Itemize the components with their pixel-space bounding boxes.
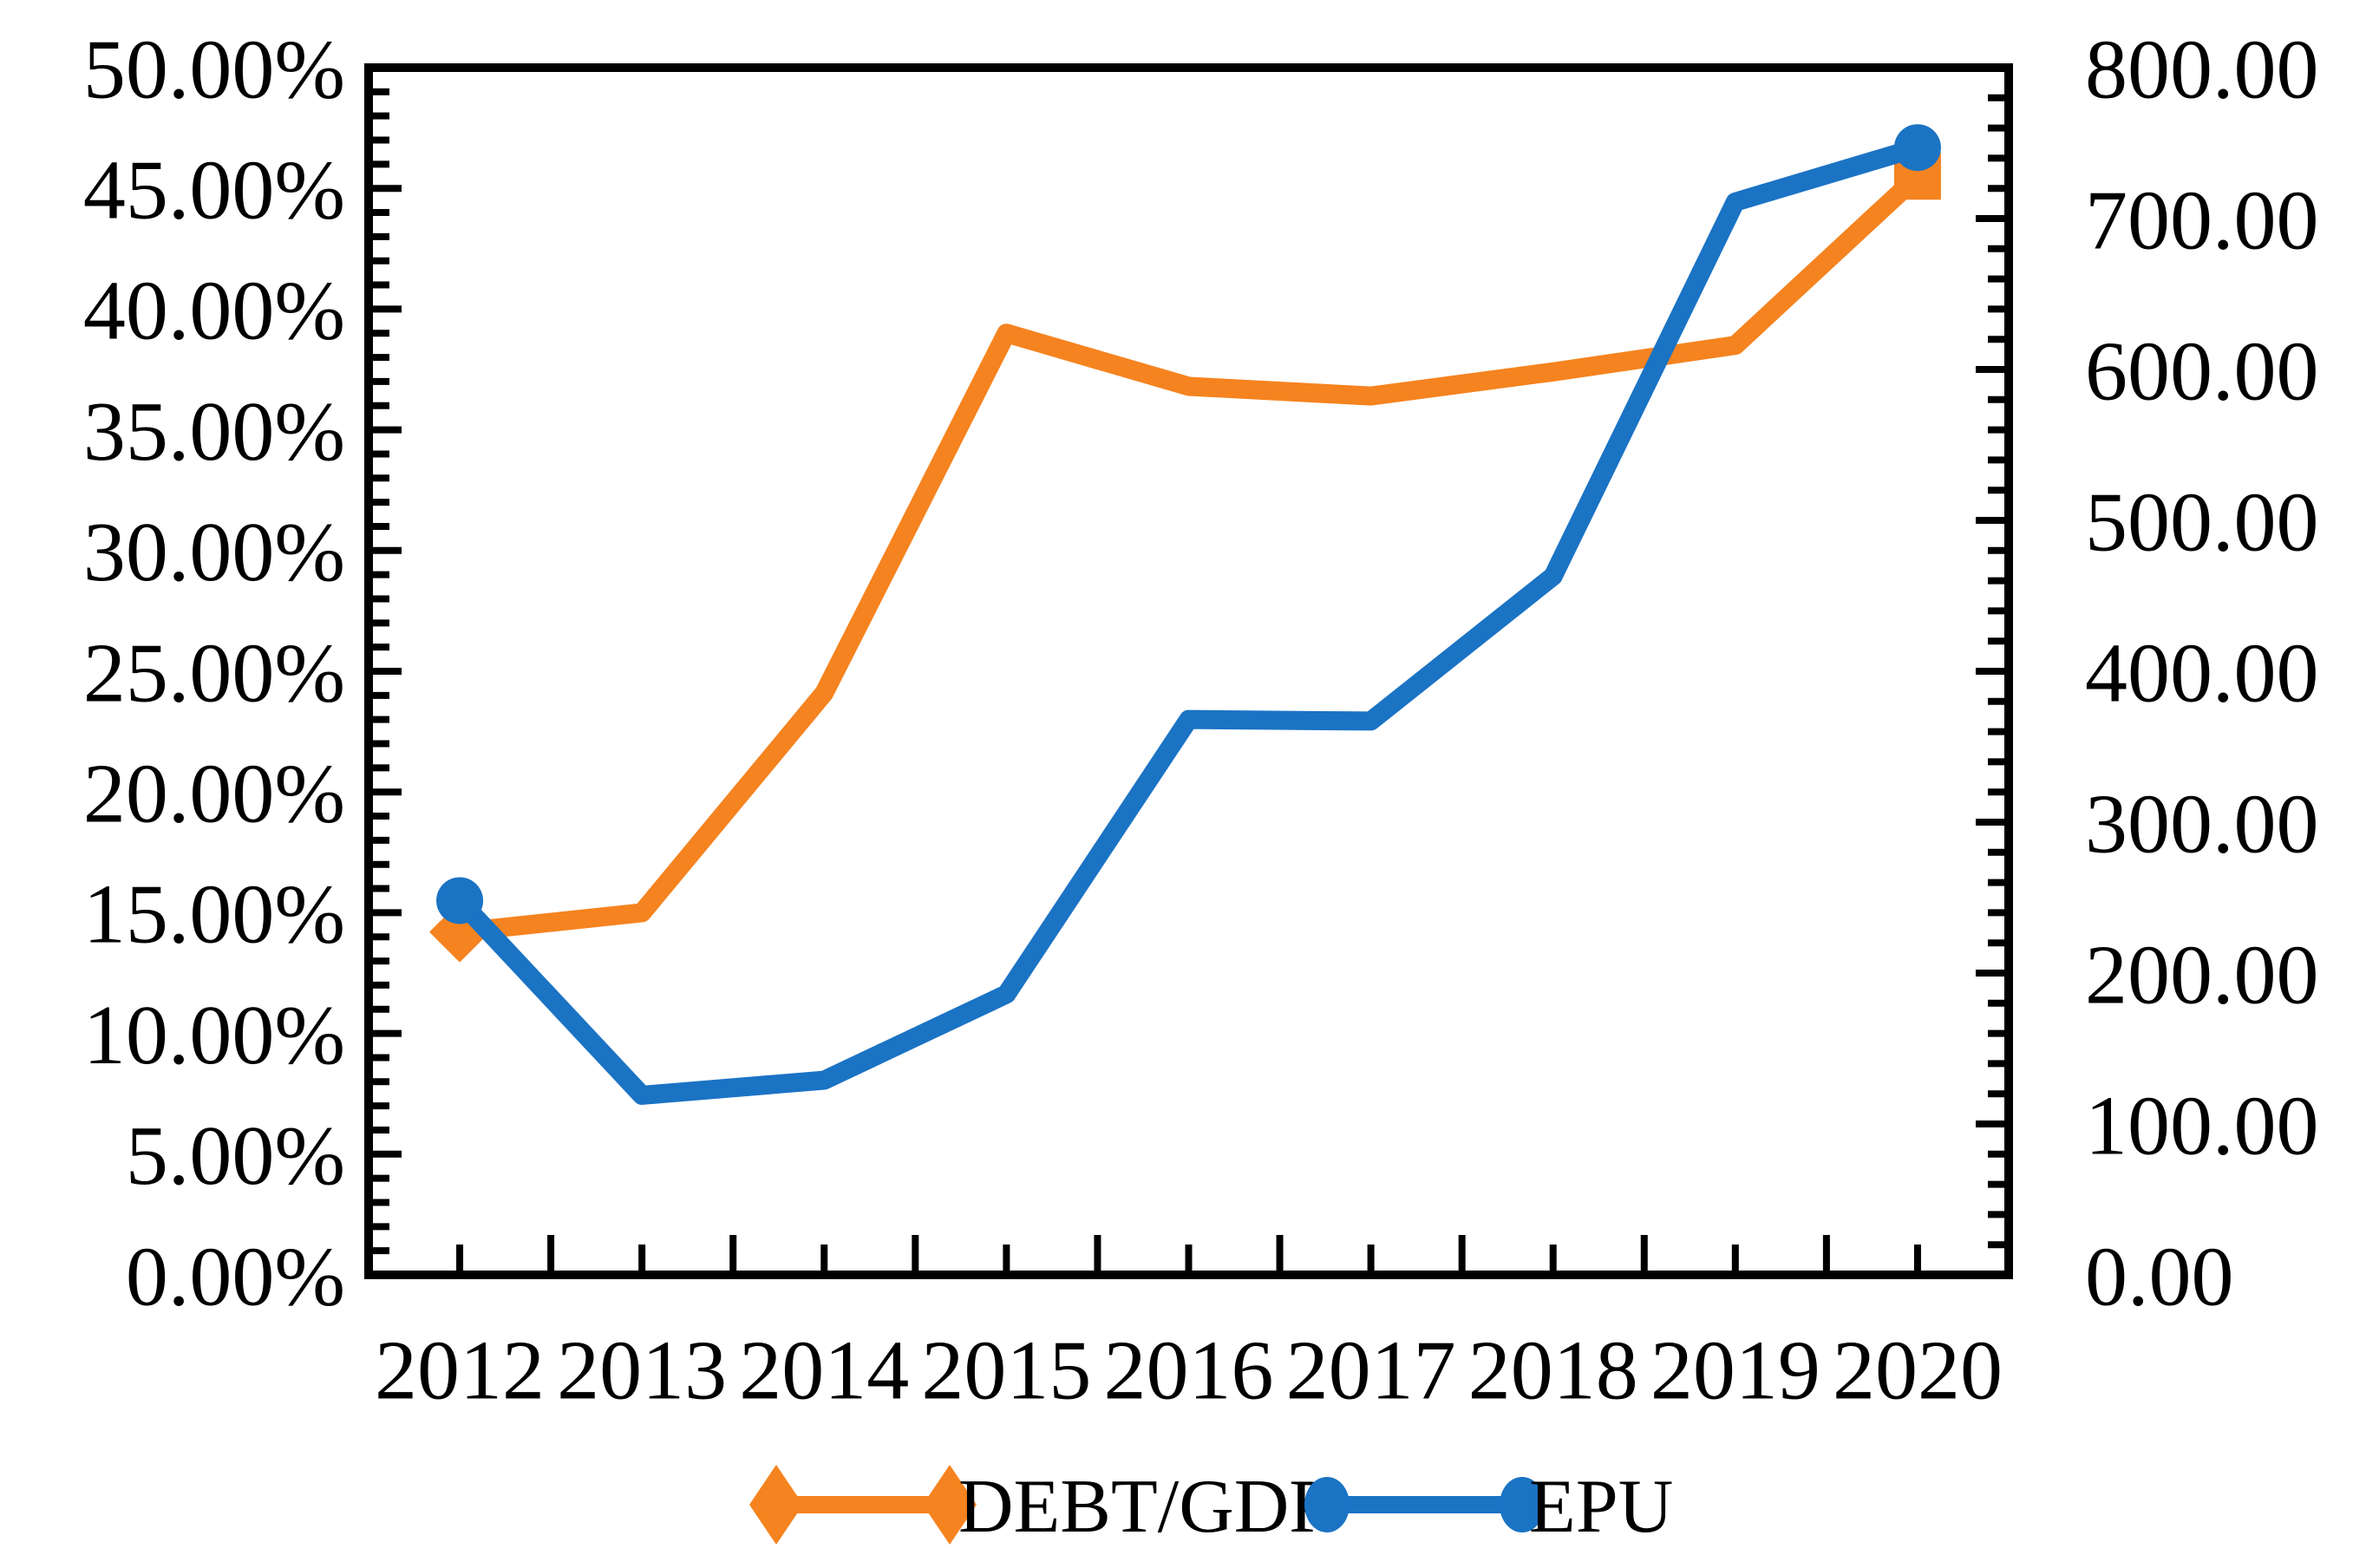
left-axis-tick-label: 0.00% [126, 1230, 345, 1323]
epu-last-point-marker [1893, 124, 1941, 172]
epu-series-line [450, 138, 1927, 1105]
right-axis-tick-label: 100.00 [2085, 1079, 2319, 1173]
x-axis-label: 2014 [739, 1323, 909, 1417]
right-axis-tick-label: 300.00 [2085, 777, 2319, 871]
legend-diamond-marker-icon [749, 1465, 803, 1545]
right-axis-tick-label: 200.00 [2085, 928, 2319, 1022]
left-axis-tick-label: 15.00% [83, 868, 345, 962]
x-axis-label: 2019 [1650, 1323, 1820, 1417]
right-axis-tick-label: 400.00 [2085, 626, 2319, 720]
left-axis-tick-label: 50.00% [83, 23, 345, 116]
left-axis-tick-label: 10.00% [83, 989, 345, 1082]
legend: DEBT/GDP EPU [749, 1465, 1673, 1549]
left-axis-tick-label: 20.00% [83, 748, 345, 841]
right-axis-tick-label: 500.00 [2085, 475, 2319, 569]
debt-gdp-series-line [450, 167, 1927, 942]
left-axis-tick-label: 45.00% [83, 144, 345, 238]
left-axis-tick-label: 30.00% [83, 506, 345, 599]
plot-border [364, 63, 2013, 1279]
right-axis-tick-label: 600.00 [2085, 324, 2319, 418]
legend-circle-marker-icon [1500, 1477, 1545, 1532]
legend-circle-marker-icon [1304, 1477, 1350, 1532]
legend-label-debt-gdp: DEBT/GDP [958, 1465, 1331, 1549]
left-axis-tick-label: 25.00% [83, 626, 345, 720]
x-axis-label: 2017 [1286, 1323, 1456, 1417]
x-axis-label: 2015 [921, 1323, 1091, 1417]
x-axis-label: 2020 [1833, 1323, 2003, 1417]
left-axis-tick-label: 35.00% [83, 385, 345, 479]
right-axis-tick-label: 700.00 [2085, 173, 2319, 267]
legend-label-epu: EPU [1529, 1465, 1673, 1549]
legend-diamond-marker-icon [923, 1465, 977, 1545]
left-axis-tick-label: 40.00% [83, 265, 345, 358]
right-axis-tick-label: 800.00 [2085, 23, 2319, 116]
right-axis-tick-label: 0.00 [2085, 1230, 2234, 1323]
x-axis-label: 2018 [1468, 1323, 1638, 1417]
left-axis-tick-label: 5.00% [126, 1109, 345, 1203]
x-axis-label: 2012 [375, 1323, 545, 1417]
x-axis-label: 2013 [557, 1323, 727, 1417]
epu-first-point-marker [436, 877, 484, 924]
x-axis-label: 2016 [1104, 1323, 1274, 1417]
